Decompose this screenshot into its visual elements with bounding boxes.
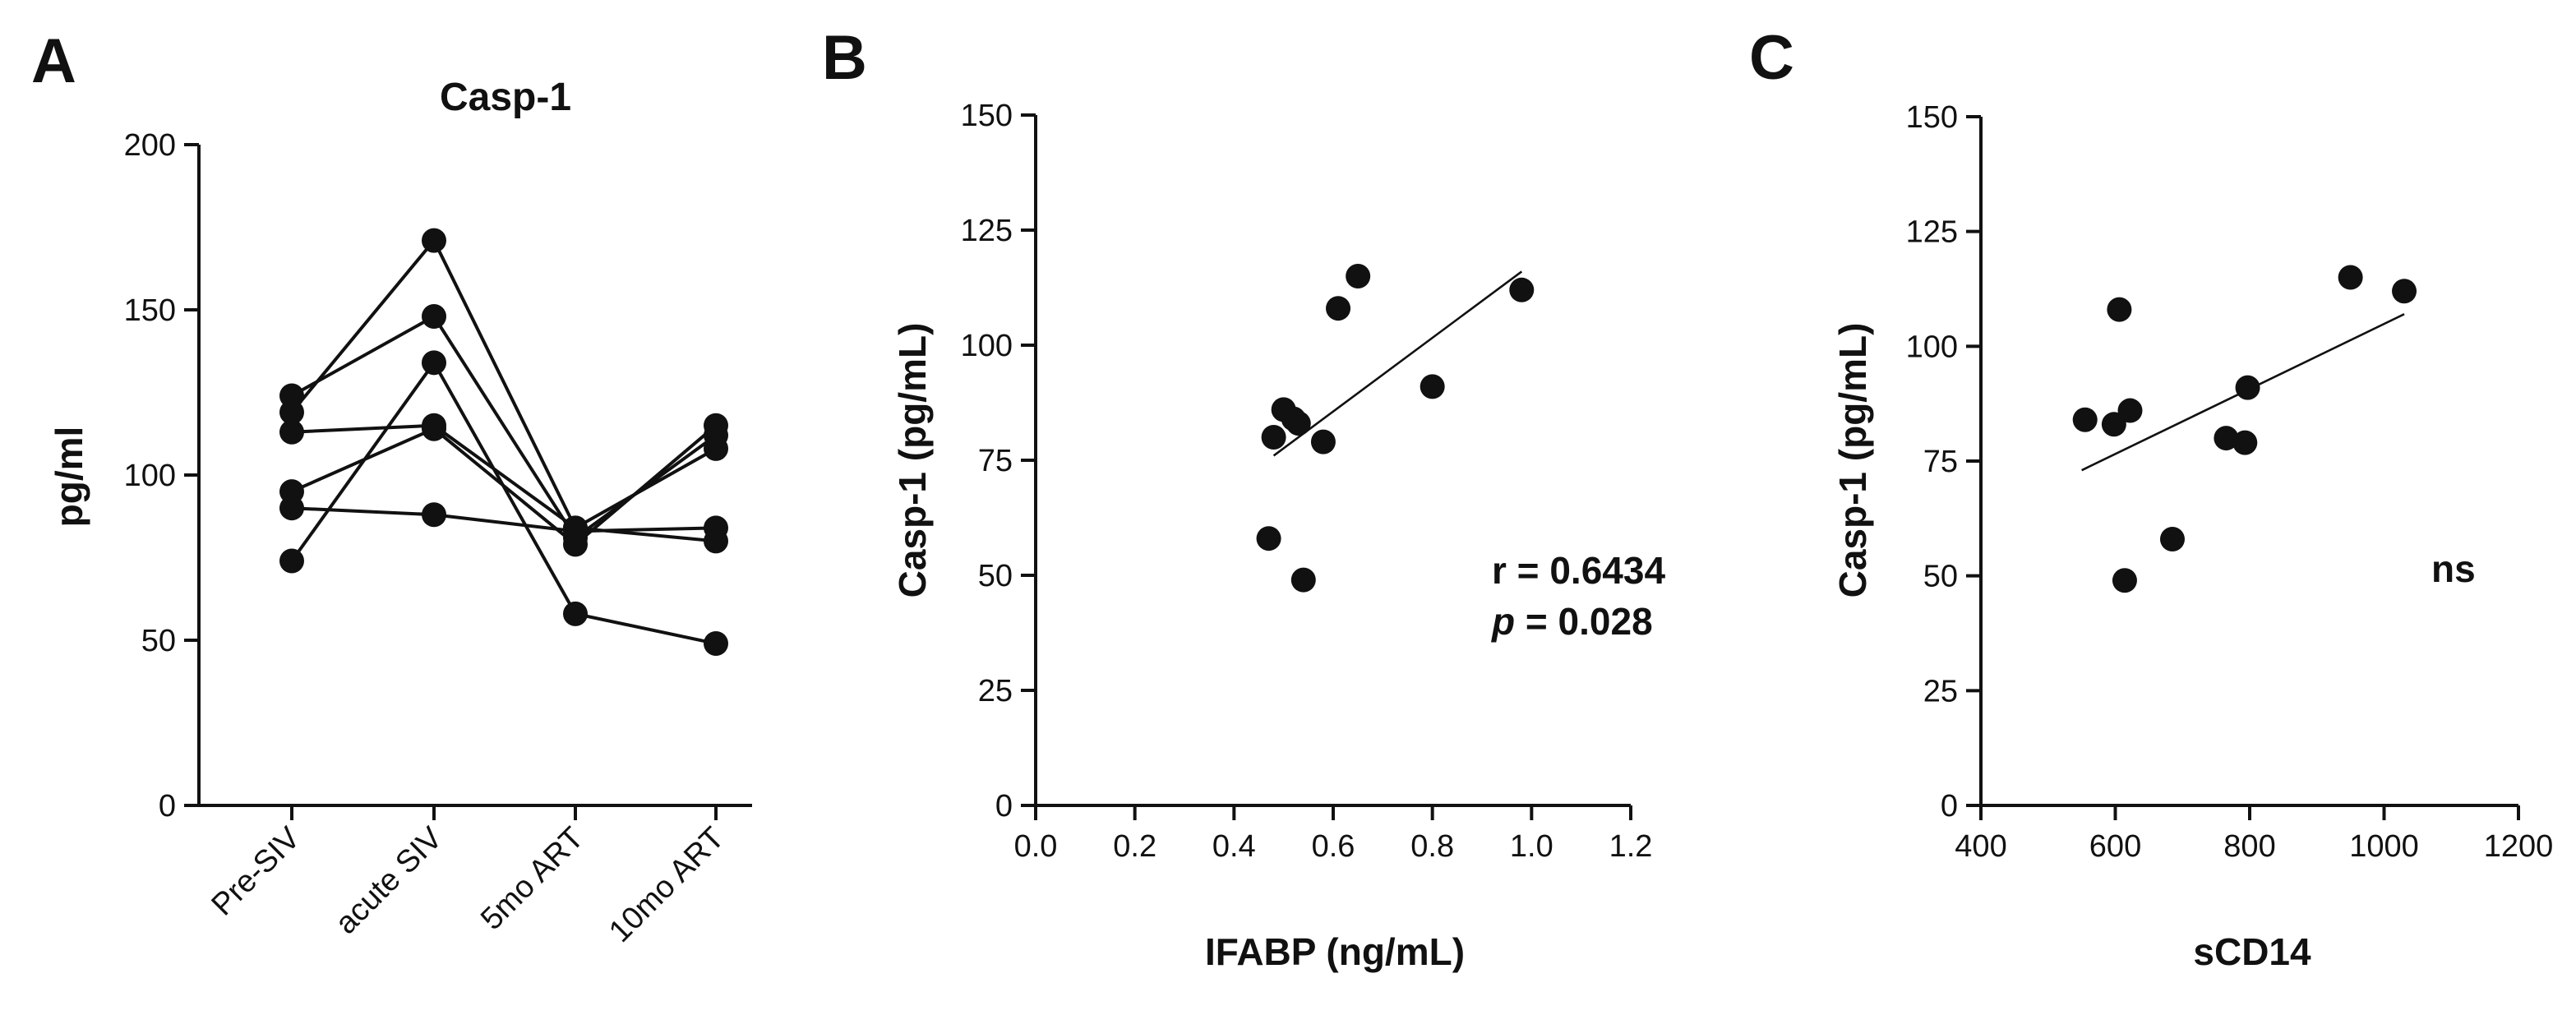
panel-b-ytick-label: 150 <box>961 99 1013 133</box>
panel-c-ytick-label: 0 <box>1941 789 1958 824</box>
panel-a-data-point <box>422 350 446 376</box>
panel-a-series-line <box>290 359 717 645</box>
panel-a-xtick-label: 10mo ART <box>602 821 731 949</box>
panel-a-series-line <box>291 423 717 543</box>
panel-a-series-line <box>290 237 717 531</box>
panel-b-data-point <box>1420 374 1445 399</box>
panel-b-data-point <box>1261 425 1286 450</box>
panel-b-data-point <box>1256 526 1281 551</box>
panel-c-data-point <box>2159 526 2185 551</box>
panel-a-xtick-label: Pre-SIV <box>205 820 307 922</box>
panel-c-data-point <box>2338 265 2363 290</box>
panel-b-xtick-label: 0.2 <box>1113 829 1156 864</box>
panel-b-data-point <box>1286 411 1311 436</box>
panel-b-xtick-label: 1.2 <box>1609 829 1653 864</box>
panel-c-data-point <box>2232 430 2258 455</box>
panel-b-ytick-label: 75 <box>978 444 1013 478</box>
panel-letter-a: A <box>31 26 76 96</box>
panel-c-data-point <box>2392 279 2417 304</box>
panel-a-data-point <box>563 601 588 626</box>
panel-c-data-point <box>2112 568 2137 593</box>
panel-c-xtick-label: 1200 <box>2484 829 2554 864</box>
panel-c-xlabel: sCD14 <box>2193 930 2311 973</box>
panel-a-title: Casp-1 <box>440 76 571 119</box>
panel-a-data-point <box>704 631 728 657</box>
panel-b-xtick-label: 0.0 <box>1014 829 1058 864</box>
panel-b-data-point <box>1509 277 1535 302</box>
panel-a-data-point <box>704 436 728 461</box>
panel-b-p-text: = 0.028 <box>1515 600 1653 643</box>
panel-c-xtick-label: 600 <box>2089 829 2141 864</box>
panel-a-data-point <box>422 502 446 528</box>
panel-c-ytick-label: 25 <box>1923 674 1958 708</box>
panel-c-data-point <box>2117 398 2143 423</box>
panel-b-ytick-label: 125 <box>961 214 1013 248</box>
panel-a-data-point <box>422 416 446 441</box>
panel-c-ytick-label: 50 <box>1923 560 1958 594</box>
panel-c-ylabel: Casp-1 (pg/mL) <box>1831 323 1874 598</box>
panel-b-xtick-label: 0.6 <box>1312 829 1355 864</box>
panel-c-ns-label: ns <box>2431 547 2476 590</box>
panel-a-data-point <box>422 304 446 330</box>
panel-c-data-point <box>2072 407 2098 432</box>
panel-a-ytick-label: 200 <box>124 128 176 163</box>
panel-a-ytick-label: 100 <box>124 459 176 493</box>
panel-c-ytick-label: 100 <box>1906 330 1958 364</box>
panel-a-chart: Casp-1 pg/ml 0 50 100 150 200 Pre-SIV acute SI… <box>48 76 752 949</box>
panel-b-xtick-label: 0.4 <box>1212 829 1256 864</box>
panel-b-data-point <box>1346 264 1371 288</box>
panel-a-data-point <box>422 228 446 253</box>
panel-a-series-line <box>291 506 717 533</box>
panel-b-p-value: p = 0.028 <box>1490 600 1653 643</box>
panel-c-data-point <box>2214 426 2239 451</box>
panel-c-chart: Casp-1 (pg/mL) sCD14 ns 0 25 50 75 100 125 150… <box>1831 100 2553 973</box>
panel-a-ytick-label: 50 <box>141 624 176 658</box>
panel-b-ylabel: Casp-1 (pg/mL) <box>891 323 934 598</box>
panel-a-data-point <box>704 413 728 438</box>
panel-b-p-symbol: p <box>1490 600 1515 643</box>
panel-a-xtick-label: 5mo ART <box>474 821 590 937</box>
panel-a-data-point <box>563 519 588 544</box>
panel-a-xtick-label: acute SIV <box>329 820 450 941</box>
panel-b-fit-line <box>1272 270 1523 457</box>
panel-a-data-point <box>279 399 304 425</box>
panel-b-ytick-label: 100 <box>961 329 1013 363</box>
panel-b-ytick-label: 25 <box>978 674 1013 708</box>
panel-b-xtick-label: 1.0 <box>1510 829 1553 864</box>
panel-c-ytick-label: 75 <box>1923 445 1958 479</box>
panel-b-r-value: r = 0.6434 <box>1492 549 1665 592</box>
panel-letter-b: B <box>822 23 867 93</box>
panel-c-xtick-label: 800 <box>2223 829 2275 864</box>
panel-b-ytick-label: 50 <box>978 559 1013 593</box>
panel-c-data-point <box>2235 375 2260 400</box>
panel-a-ylabel: pg/ml <box>48 427 90 528</box>
panel-a-data-point <box>704 515 728 541</box>
panel-a-data-point <box>279 419 304 445</box>
panel-a-ytick-label: 150 <box>124 293 176 328</box>
panel-b-data-point <box>1290 567 1316 593</box>
panel-c-data-point <box>2101 412 2126 437</box>
panel-a-ytick-label: 0 <box>159 789 176 824</box>
panel-c-ytick-label: 125 <box>1906 215 1958 250</box>
panel-b-xtick-label: 0.8 <box>1410 829 1454 864</box>
panel-c-data-point <box>2107 297 2132 322</box>
panel-b-ytick-label: 0 <box>995 789 1013 824</box>
panel-b-data-point <box>1310 429 1336 454</box>
panel-c-ytick-label: 150 <box>1906 100 1958 135</box>
panel-letter-c: C <box>1749 23 1794 93</box>
panel-b-chart: Casp-1 (pg/mL) IFABP (ng/mL) r = 0.6434 … <box>891 99 1665 973</box>
panel-b-xlabel: IFABP (ng/mL) <box>1205 930 1465 973</box>
panel-c-xtick-label: 400 <box>1955 829 2006 864</box>
panel-a-series-line <box>291 314 718 541</box>
panel-a-data-point <box>279 548 304 574</box>
panel-a-data-point <box>279 496 304 521</box>
panel-b-data-point <box>1326 296 1351 321</box>
panel-c-xtick-label: 1000 <box>2349 829 2419 864</box>
